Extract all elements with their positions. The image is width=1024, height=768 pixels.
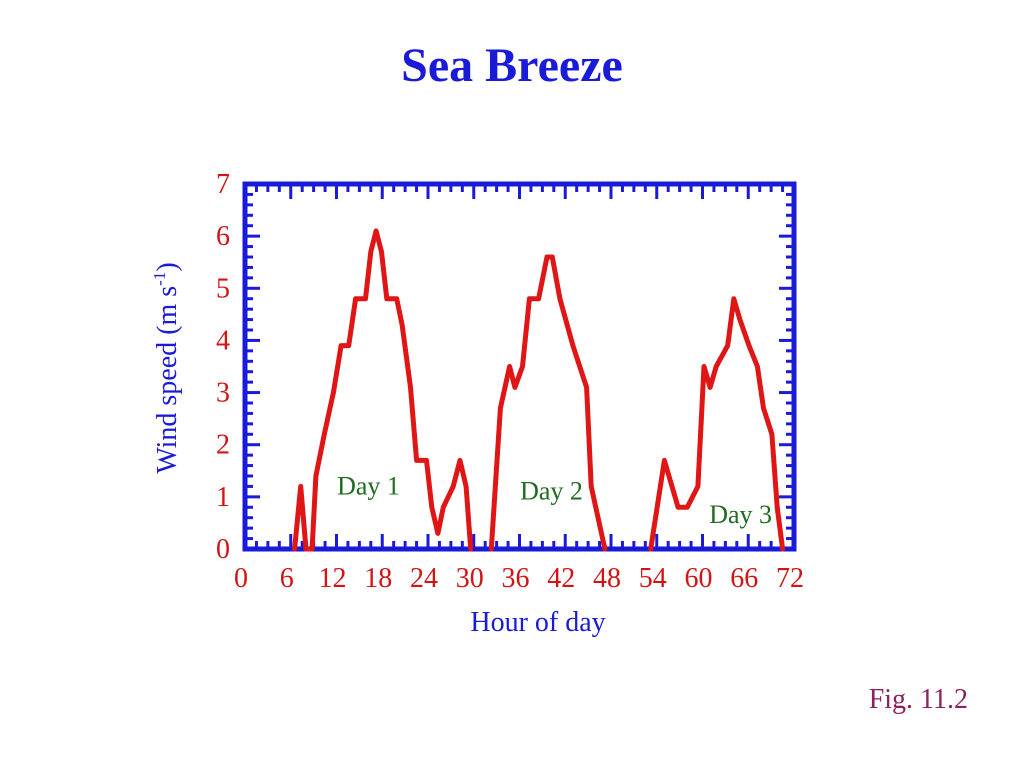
x-tick-label: 36 bbox=[502, 563, 530, 594]
x-tick-label: 54 bbox=[639, 563, 667, 594]
wind-speed-line-segment bbox=[648, 296, 786, 552]
y-tick-label: 0 bbox=[216, 534, 230, 565]
y-tick-labels: 0 1 2 3 4 5 6 7 bbox=[216, 169, 230, 565]
x-axis-title: Hour of day bbox=[470, 607, 605, 638]
day-annotation: Day 2 bbox=[520, 476, 583, 505]
y-tick-label: 3 bbox=[216, 378, 230, 409]
y-tick-label: 2 bbox=[216, 430, 230, 461]
plot-frame bbox=[242, 181, 797, 552]
x-tick-label: 48 bbox=[593, 563, 621, 594]
x-tick-label: 72 bbox=[776, 563, 804, 594]
wind-speed-line-segment bbox=[292, 228, 474, 552]
x-tick-label: 42 bbox=[547, 563, 575, 594]
y-tick-label: 4 bbox=[216, 325, 230, 356]
y-tick-label: 5 bbox=[216, 273, 230, 304]
x-tick-label: 30 bbox=[456, 563, 484, 594]
y-axis-title-main: Wind speed (m s bbox=[152, 286, 183, 474]
y-axis-title-sup: -1 bbox=[150, 272, 169, 286]
wind-speed-line-segment bbox=[488, 254, 608, 552]
x-tick-label: 6 bbox=[280, 563, 294, 594]
x-tick-label: 18 bbox=[364, 563, 392, 594]
x-tick-label: 12 bbox=[319, 563, 347, 594]
y-axis-title-close: ) bbox=[152, 262, 183, 271]
day-annotation: Day 3 bbox=[709, 500, 772, 529]
y-axis-title: Wind speed (m s-1) bbox=[150, 262, 183, 473]
slide-title: Sea Breeze bbox=[401, 39, 623, 92]
y-tick-label: 1 bbox=[216, 482, 230, 513]
x-tick-labels: 0 6 12 18 24 30 36 42 48 54 60 66 72 bbox=[234, 563, 804, 594]
y-tick-label: 6 bbox=[216, 221, 230, 252]
day-annotation: Day 1 bbox=[337, 471, 400, 500]
annotation-group: Day 1 Day 2 Day 3 bbox=[337, 471, 772, 529]
x-tick-label: 24 bbox=[410, 563, 438, 594]
figure-label: Fig. 11.2 bbox=[868, 684, 968, 715]
x-tick-label: 60 bbox=[685, 563, 713, 594]
x-tick-label: 66 bbox=[730, 563, 758, 594]
y-tick-label: 7 bbox=[216, 169, 230, 200]
x-tick-label: 0 bbox=[234, 563, 248, 594]
series-group bbox=[292, 228, 786, 552]
